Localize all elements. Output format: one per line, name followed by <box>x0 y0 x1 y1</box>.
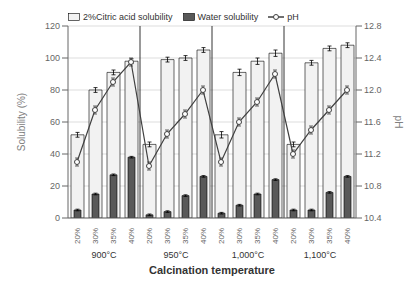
svg-text:30%: 30% <box>91 228 100 244</box>
svg-text:30%: 30% <box>307 228 316 244</box>
svg-text:12.0: 12.0 <box>364 85 382 95</box>
svg-text:20%: 20% <box>217 228 226 244</box>
svg-text:20%: 20% <box>289 228 298 244</box>
svg-text:100: 100 <box>45 53 60 63</box>
svg-text:80: 80 <box>50 85 60 95</box>
svg-text:20%: 20% <box>73 228 82 244</box>
svg-text:11.2: 11.2 <box>364 149 381 159</box>
svg-text:40%: 40% <box>343 228 352 244</box>
svg-text:30%: 30% <box>235 228 244 244</box>
svg-text:1,000°C: 1,000°C <box>232 250 265 260</box>
svg-text:12.4: 12.4 <box>364 53 382 63</box>
svg-text:20: 20 <box>50 181 60 191</box>
svg-text:10.4: 10.4 <box>364 213 382 223</box>
svg-text:0: 0 <box>55 213 60 223</box>
svg-text:Solubility (%): Solubility (%) <box>16 93 27 151</box>
svg-text:35%: 35% <box>109 228 118 244</box>
svg-text:11.6: 11.6 <box>364 117 381 127</box>
svg-text:35%: 35% <box>253 228 262 244</box>
svg-text:35%: 35% <box>325 228 334 244</box>
svg-text:950°C: 950°C <box>163 250 189 260</box>
svg-text:12.8: 12.8 <box>364 21 382 31</box>
svg-text:30%: 30% <box>163 228 172 244</box>
html-text:2%Citric acid solubility: 2%Citric acid solubility <box>83 12 173 22</box>
svg-text:35%: 35% <box>181 228 190 244</box>
svg-text:20%: 20% <box>145 228 154 244</box>
svg-text:1,100°C: 1,100°C <box>304 250 337 260</box>
svg-text:40%: 40% <box>271 228 280 244</box>
svg-text:Calcination temperature: Calcination temperature <box>149 264 275 276</box>
svg-text:900°C: 900°C <box>91 250 117 260</box>
html-text:pH: pH <box>287 12 299 22</box>
svg-text:120: 120 <box>45 21 60 31</box>
html-text:Water solubility: Water solubility <box>197 12 259 22</box>
svg-text:40: 40 <box>50 149 60 159</box>
svg-text:40%: 40% <box>127 228 136 244</box>
svg-text:pH: pH <box>393 116 404 129</box>
svg-text:60: 60 <box>50 117 60 127</box>
svg-text:10.8: 10.8 <box>364 181 382 191</box>
svg-text:40%: 40% <box>199 228 208 244</box>
